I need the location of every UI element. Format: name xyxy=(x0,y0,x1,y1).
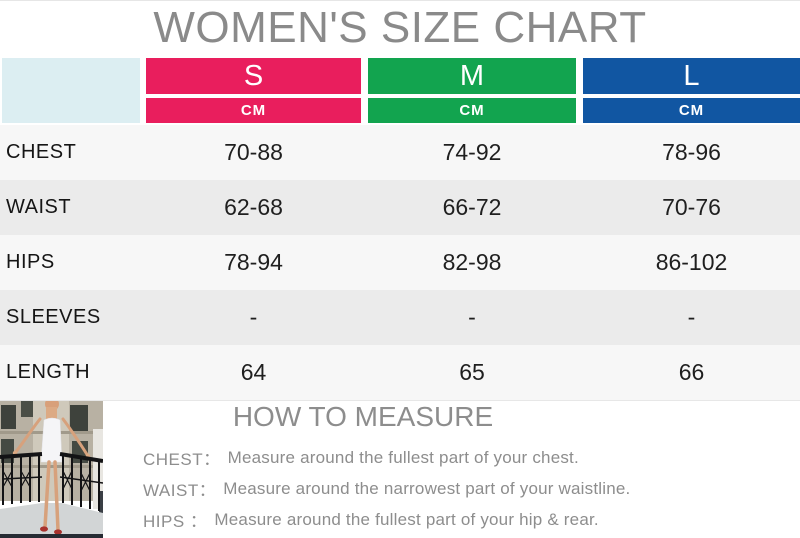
cell-hips-s: 78-94 xyxy=(224,249,283,275)
cell-waist-m: 66-72 xyxy=(442,194,502,220)
unit-header-m: CM xyxy=(368,98,576,123)
measure-item-chest: CHEST： Measure around the fullest part o… xyxy=(143,442,630,473)
measure-item-label: WAIST： xyxy=(143,481,217,500)
corner-cell xyxy=(2,58,140,123)
cell-chest-s: 70-88 xyxy=(224,139,283,165)
cell-waist-s: 62-68 xyxy=(224,194,283,220)
table-row-hips: HIPS 78-94 82-98 86-102 xyxy=(0,235,800,290)
cell-sleeves-s: - xyxy=(249,304,258,330)
cell-sleeves-m: - xyxy=(468,304,476,330)
cell-hips-m: 82-98 xyxy=(442,249,502,275)
cell-length-l: 66 xyxy=(678,359,705,385)
cell-sleeves-l: - xyxy=(687,304,696,330)
measure-item-label: CHEST： xyxy=(143,450,221,469)
cell-waist-l: 70-76 xyxy=(662,194,721,220)
size-header-s: S xyxy=(146,58,361,94)
size-table-body: CHEST 70-88 74-92 78-96 WAIST 62-68 66-7… xyxy=(0,125,800,401)
model-photo xyxy=(0,401,103,538)
row-label: WAIST xyxy=(6,196,72,218)
measure-item-waist: WAIST： Measure around the narrowest part… xyxy=(143,473,630,504)
size-header-l: L xyxy=(583,58,800,94)
cell-length-s: 64 xyxy=(240,359,267,385)
measure-item-label: HIPS ： xyxy=(143,512,208,531)
measure-item-text: Measure around the narrowest part of you… xyxy=(223,478,631,498)
measure-item-text: Measure around the fullest part of your … xyxy=(227,447,579,467)
unit-header-s: CM xyxy=(146,98,361,123)
row-label: HIPS xyxy=(6,251,55,273)
table-row-sleeves: SLEEVES - - - xyxy=(0,290,800,345)
table-row-chest: CHEST 70-88 74-92 78-96 xyxy=(0,125,800,180)
cell-chest-l: 78-96 xyxy=(662,139,721,165)
table-row-length: LENGTH 64 65 66 xyxy=(0,345,800,400)
unit-header-l: CM xyxy=(583,98,800,123)
row-label: LENGTH xyxy=(6,361,91,383)
how-to-measure-list: CHEST： Measure around the fullest part o… xyxy=(143,442,630,535)
cell-hips-l: 86-102 xyxy=(655,249,728,275)
measure-item-hips: HIPS ： Measure around the fullest part o… xyxy=(143,504,630,535)
size-header-m: M xyxy=(368,58,576,94)
how-to-measure-title: HOW TO MEASURE xyxy=(232,401,494,432)
row-label: CHEST xyxy=(6,141,77,163)
table-row-waist: WAIST 62-68 66-72 70-76 xyxy=(0,180,800,235)
page-title: WOMEN'S SIZE CHART xyxy=(153,3,647,52)
measure-item-text: Measure around the fullest part of your … xyxy=(214,509,599,529)
row-label: SLEEVES xyxy=(6,306,101,328)
cell-chest-m: 74-92 xyxy=(442,139,502,165)
cell-length-m: 65 xyxy=(459,359,485,385)
